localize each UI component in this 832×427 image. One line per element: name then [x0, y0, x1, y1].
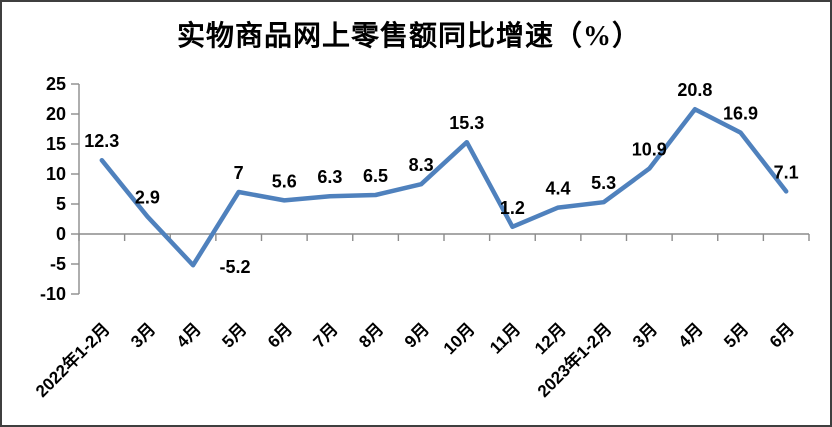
y-axis-label: 20	[46, 104, 66, 124]
x-axis-label: 5月	[720, 319, 752, 351]
y-axis-label: -5	[50, 254, 66, 274]
x-axis-label: 6月	[264, 319, 296, 351]
data-label: 20.8	[677, 80, 712, 100]
data-label: 7	[234, 163, 244, 183]
x-axis-label: 5月	[218, 319, 250, 351]
x-axis-label: 2022年1-2月	[31, 319, 113, 401]
x-axis-label: 7月	[310, 319, 342, 351]
x-axis-label: 4月	[173, 319, 205, 351]
y-axis-label: 0	[56, 224, 66, 244]
data-label: 7.1	[774, 162, 799, 182]
data-label: 12.3	[84, 131, 119, 151]
y-axis-label: 25	[46, 74, 66, 94]
data-label: 6.5	[363, 166, 388, 186]
data-label: 4.4	[546, 179, 571, 199]
data-series-line	[99, 106, 789, 268]
data-label: 10.9	[632, 140, 667, 160]
x-axis-label: 11月	[486, 319, 524, 357]
data-label: 8.3	[409, 155, 434, 175]
x-axis-label: 3月	[127, 319, 159, 351]
data-label: 16.9	[723, 104, 758, 124]
data-label: 6.3	[317, 167, 342, 187]
x-axis-label: 4月	[675, 319, 707, 351]
y-axis-label: 5	[56, 194, 66, 214]
data-label: 2.9	[135, 188, 160, 208]
y-axis-label: 15	[46, 134, 66, 154]
y-axis-label: -10	[40, 284, 66, 304]
data-label: 1.2	[500, 198, 525, 218]
data-label: 5.6	[272, 171, 297, 191]
x-axis-label: 9月	[401, 319, 433, 351]
x-axis-label: 6月	[766, 319, 798, 351]
data-label: -5.2	[220, 257, 251, 277]
data-label: 15.3	[449, 113, 484, 133]
y-axis-label: 10	[46, 164, 66, 184]
data-label: 5.3	[591, 173, 616, 193]
x-axis-label: 10月	[440, 319, 479, 358]
x-axis-label: 8月	[355, 319, 387, 351]
x-axis-label: 3月	[629, 319, 661, 351]
x-axis-label: 12月	[531, 319, 570, 358]
chart-title: 实物商品网上零售额同比增速（%）	[176, 21, 641, 52]
